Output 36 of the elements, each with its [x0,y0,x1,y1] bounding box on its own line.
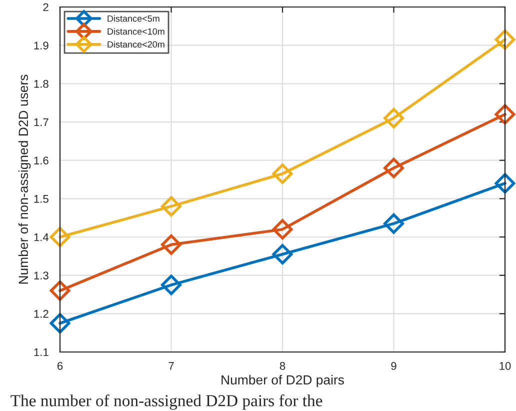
x-tick-label: 8 [280,362,286,370]
point [272,219,293,240]
y-tick-label: 1.6 [34,156,48,164]
x-axis-title: Number of D2D pairs [222,374,344,388]
x-tick-label: 10 [500,362,511,370]
y-tick-label: 2 [43,3,48,12]
point [384,158,404,178]
y-tick-label: 1.3 [34,272,48,280]
y-tick-label: 1.1 [34,348,48,356]
y-tick-label: 1.2 [34,310,48,318]
x-tick-label: 9 [391,362,396,370]
point [161,196,182,217]
x-tick-label: 7 [168,362,174,370]
point [50,226,70,248]
x-tick-label: 6 [57,362,63,370]
legend-label: Distance<5m [108,15,160,22]
point [161,274,182,296]
point [494,104,516,125]
y-tick-label: 1.5 [34,195,48,203]
legend-label: Distance<20m [108,40,164,48]
y-tick-label: 1.8 [34,80,48,88]
text: The number of non-assigned D2D pairs for the [10,394,322,410]
point [272,244,293,264]
legend-label: Distance<10m [108,28,164,35]
point [50,313,70,334]
point [384,108,404,128]
point [384,213,404,234]
point [494,29,516,50]
point [494,173,516,194]
point [161,234,182,255]
y-tick-label: 1.7 [34,118,48,126]
y-axis-title: Number of non-assigned D2D users [18,74,31,284]
point [50,280,70,301]
point [272,164,293,184]
y-tick-label: 1.9 [34,42,48,50]
y-tick-label: 1.4 [34,233,49,242]
